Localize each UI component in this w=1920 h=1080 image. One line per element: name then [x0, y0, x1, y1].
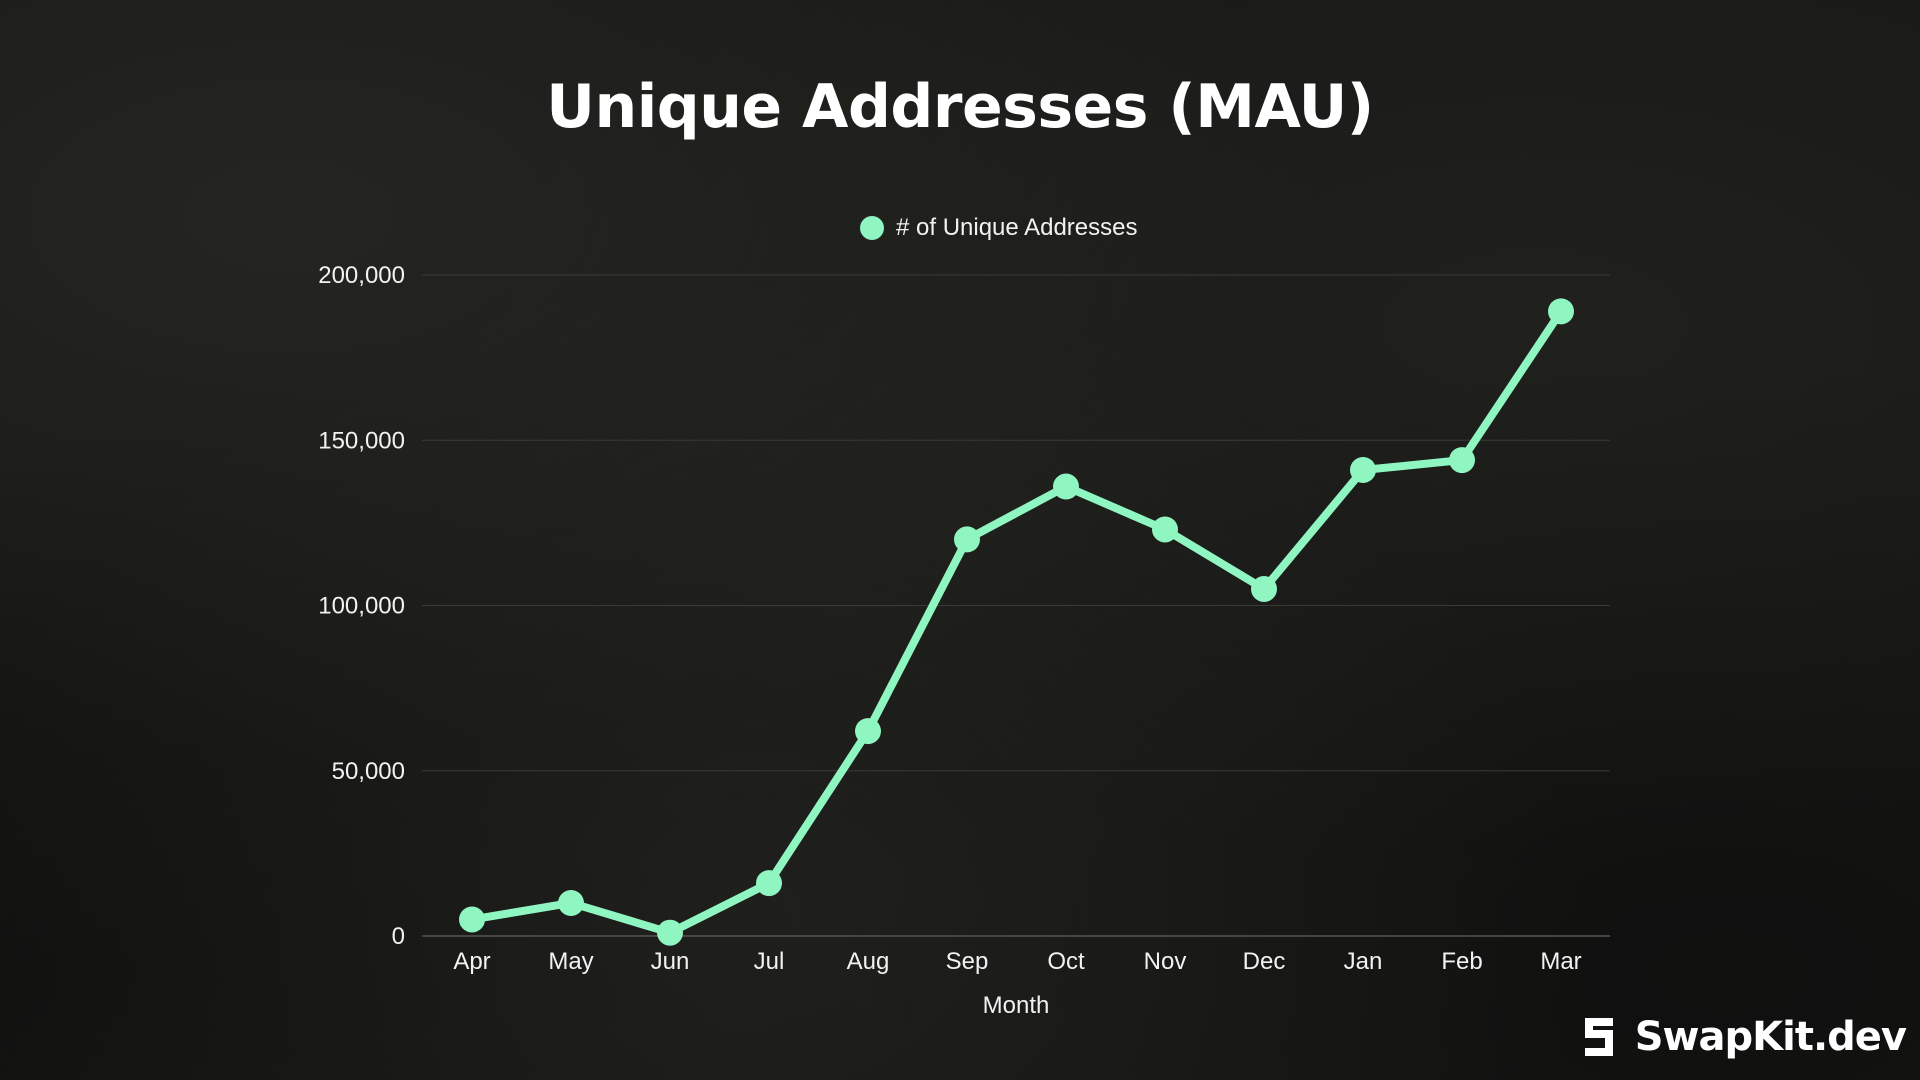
grid-lines — [422, 274, 1610, 937]
brand-name: SwapKit.dev — [1634, 1014, 1907, 1060]
legend: # of Unique Addresses — [860, 211, 1138, 245]
y-axis-ticks: 0 50,000 100,000 150,000 200,000 — [318, 262, 405, 950]
swapkit-logo-icon — [1584, 1018, 1613, 1056]
data-point — [1449, 447, 1475, 474]
x-tick-label: May — [548, 948, 593, 975]
data-point — [558, 889, 584, 916]
y-tick-label: 0 — [392, 923, 405, 950]
legend-label: # of Unique Addresses — [896, 214, 1138, 241]
data-point — [1251, 575, 1277, 602]
x-tick-label: Jul — [754, 948, 785, 975]
x-tick-label: Nov — [1144, 948, 1187, 975]
y-tick-label: 50,000 — [332, 758, 405, 785]
y-tick-label: 200,000 — [318, 262, 405, 289]
x-axis-label: Month — [983, 992, 1050, 1019]
data-point — [1152, 516, 1178, 543]
legend-swatch — [860, 216, 884, 240]
series-layer — [459, 298, 1574, 946]
x-tick-label: Feb — [1441, 948, 1482, 975]
y-tick-label: 100,000 — [318, 593, 405, 620]
x-tick-label: Oct — [1047, 948, 1085, 975]
x-tick-label: Dec — [1243, 948, 1286, 975]
data-point — [459, 906, 485, 933]
data-point — [1053, 473, 1079, 500]
data-point — [756, 870, 782, 897]
chart-title: Unique Addresses (MAU) — [546, 72, 1374, 142]
series-line — [468, 307, 1565, 937]
x-tick-label: Sep — [946, 948, 989, 975]
x-tick-label: Aug — [847, 948, 890, 975]
y-tick-label: 150,000 — [318, 427, 405, 454]
x-tick-label: Apr — [453, 948, 490, 975]
brand-logo: SwapKit.dev — [1579, 1014, 1907, 1060]
data-point — [1350, 456, 1376, 483]
data-point — [657, 919, 683, 946]
x-tick-label: Jun — [651, 948, 690, 975]
data-point — [1548, 298, 1574, 325]
x-tick-label: Mar — [1540, 948, 1581, 975]
data-point — [954, 526, 980, 553]
x-tick-label: Jan — [1344, 948, 1383, 975]
data-point — [855, 718, 881, 745]
x-axis-ticks: Apr May Jun Jul Aug Sep Oct Nov Dec Jan Feb Mar — [453, 948, 1581, 975]
